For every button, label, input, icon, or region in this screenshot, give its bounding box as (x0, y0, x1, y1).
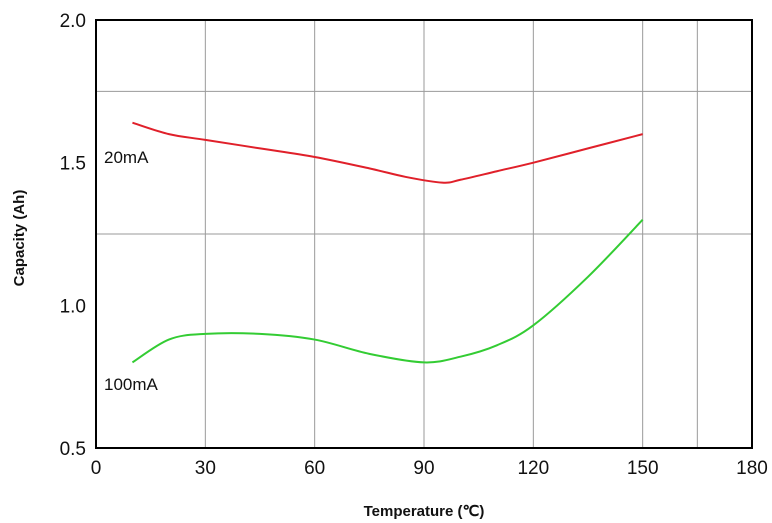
y-axis-title: Capacity (Ah) (11, 190, 28, 287)
x-tick-label: 180 (736, 458, 768, 479)
series-label-20ma: 20mA (104, 148, 149, 167)
series-line-20ma (132, 121, 643, 184)
series-layer (131, 121, 644, 364)
plot-frame (95, 19, 753, 449)
x-tick-label: 150 (627, 458, 659, 479)
y-tick-label: 1.0 (60, 296, 86, 317)
x-axis-title: Temperature (℃) (364, 503, 485, 520)
y-tick-labels: 0.5 1.0 1.5 2.0 (60, 11, 86, 460)
series-label-100ma: 100mA (104, 375, 159, 394)
x-tick-label: 30 (195, 458, 216, 479)
grid-lines (96, 20, 752, 448)
y-tick-label: 0.5 (60, 439, 86, 460)
x-tick-label: 0 (91, 458, 102, 479)
x-tick-label: 90 (413, 458, 434, 479)
series-line-100ma (131, 219, 644, 364)
x-tick-labels: 0 30 60 90 120 150 180 (91, 458, 768, 479)
y-tick-label: 2.0 (60, 11, 86, 32)
y-tick-label: 1.5 (60, 154, 86, 175)
x-tick-label: 120 (517, 458, 549, 479)
series-labels: 20mA 100mA (104, 148, 159, 394)
x-tick-label: 60 (304, 458, 325, 479)
